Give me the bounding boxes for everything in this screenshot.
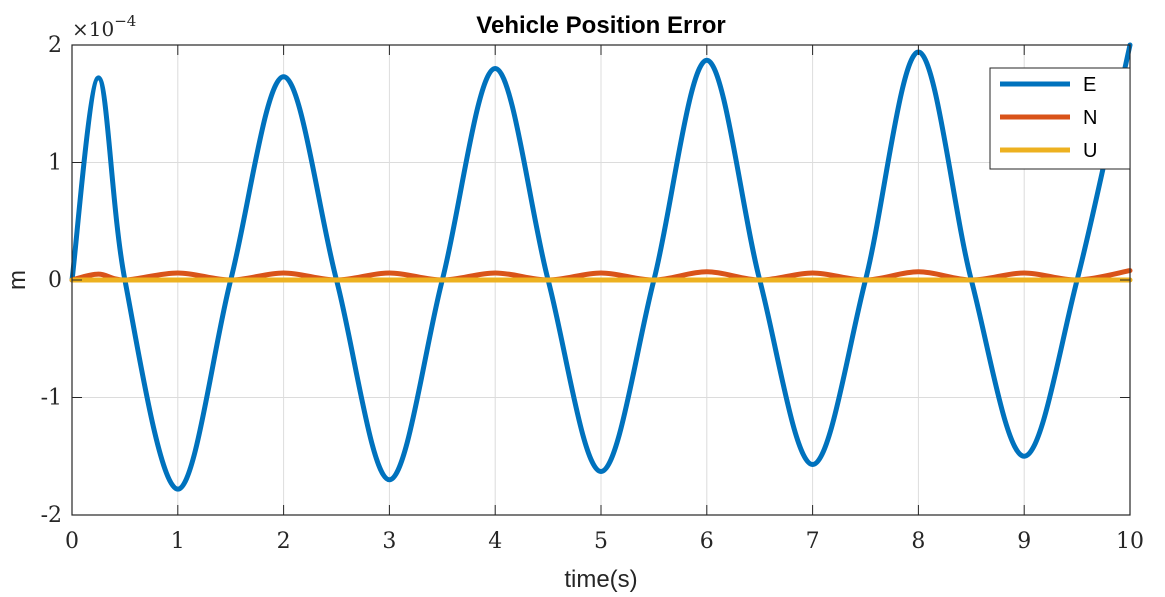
y-tick-labels: -2 -1 0 1 2 [41,33,62,528]
y-multiplier-base: ×10 [72,17,114,41]
y-tick-label: 2 [48,33,62,58]
legend: ENU [989,67,1131,170]
series-line-e [69,42,1133,492]
ticks [71,44,1131,516]
x-tick-label: 3 [382,529,396,554]
x-tick-label: 9 [1017,529,1031,554]
x-tick-label: 2 [277,529,291,554]
y-tick-label: -1 [41,386,62,411]
y-tick-label: 0 [48,268,62,293]
series-lines [69,42,1133,492]
x-tick-label: 6 [700,529,714,554]
x-tick-label: 7 [806,529,820,554]
chart-title: Vehicle Position Error [476,12,725,39]
x-tick-label: 8 [911,529,925,554]
x-tick-label: 5 [594,529,608,554]
x-tick-label: 0 [65,529,79,554]
y-tick-label: 1 [48,151,62,176]
legend-label-e: E [1083,74,1096,96]
series-line-n [69,268,1133,283]
y-multiplier-exponent: −4 [114,12,136,30]
x-tick-label: 1 [171,529,185,554]
legend-label-n: N [1083,107,1097,129]
x-tick-label: 4 [488,529,502,554]
y-multiplier: ×10−4 [72,12,136,41]
x-axis-label: time(s) [564,566,637,593]
x-tick-labels: 0 1 2 3 4 5 6 7 8 9 10 [65,529,1144,554]
x-tick-label: 10 [1116,529,1144,554]
y-axis-label: m [4,270,31,290]
legend-label-u: U [1083,140,1097,162]
y-tick-label: -2 [41,503,62,528]
